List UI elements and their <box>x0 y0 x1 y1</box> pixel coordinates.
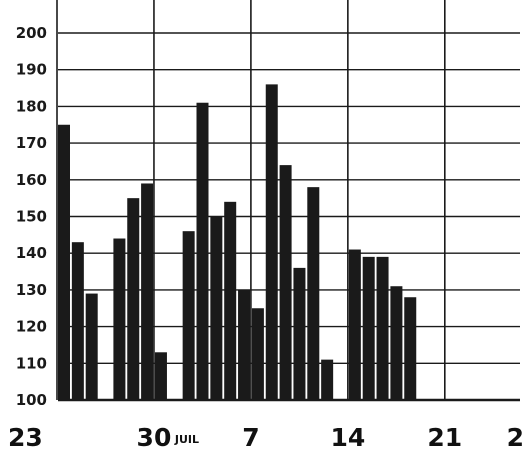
y-tick-label: 110 <box>16 354 47 372</box>
month-label: JUIL <box>174 433 199 446</box>
y-tick-label: 180 <box>16 97 47 115</box>
bar-4 <box>127 198 140 400</box>
bar-9 <box>210 216 223 400</box>
x-tick-label: 14 <box>330 423 365 452</box>
x-tick-label: 7 <box>242 423 259 452</box>
bar-3 <box>113 238 126 400</box>
y-tick-label: 150 <box>16 208 47 226</box>
y-tick-label: 130 <box>16 281 47 299</box>
bar-2 <box>85 293 98 400</box>
x-tick-label: 2 <box>507 423 524 452</box>
bar-21 <box>390 286 403 400</box>
bar-6 <box>154 352 167 400</box>
y-tick-label: 190 <box>16 61 47 79</box>
y-tick-label: 120 <box>16 318 47 336</box>
bar-13 <box>265 84 278 400</box>
bar-11 <box>238 289 251 400</box>
bar-15 <box>293 267 306 400</box>
bar-17 <box>321 359 334 400</box>
bars <box>58 84 417 400</box>
bar-1 <box>71 242 84 400</box>
x-tick-label: 30 <box>137 423 172 452</box>
bar-14 <box>279 165 292 400</box>
bar-0 <box>58 124 70 400</box>
bar-5 <box>141 183 154 400</box>
y-tick-label: 100 <box>16 391 47 409</box>
bar-12 <box>251 308 264 400</box>
bar-8 <box>196 102 209 400</box>
x-tick-label: 21 <box>427 423 462 452</box>
bar-10 <box>224 201 237 400</box>
bar-20 <box>376 256 389 400</box>
bar-22 <box>404 297 417 400</box>
y-tick-label: 170 <box>16 134 47 152</box>
y-tick-label: 140 <box>16 244 47 262</box>
bar-18 <box>348 249 361 400</box>
x-axis: 23 30 7 14 21 2 JUIL <box>8 423 524 452</box>
bar-7 <box>182 231 195 400</box>
bar-19 <box>362 256 375 400</box>
y-axis: 100 110 120 130 140 150 160 170 180 190 200 <box>16 24 47 409</box>
bar-16 <box>307 187 320 400</box>
x-tick-label: 23 <box>8 423 43 452</box>
y-tick-label: 200 <box>16 24 47 42</box>
y-tick-label: 160 <box>16 171 47 189</box>
